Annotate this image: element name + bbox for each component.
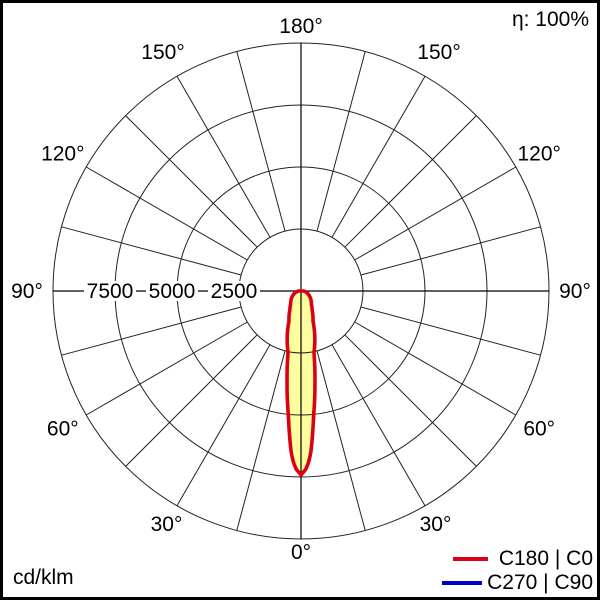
angle-label: 150°: [141, 41, 184, 64]
angle-label: 30°: [151, 513, 183, 536]
legend-item-c180-c0: C180 | C0: [442, 547, 593, 570]
legend-label: C270 | C90: [487, 571, 593, 594]
radial-tick-label: 5000: [149, 280, 196, 303]
radial-tick-label: 2500: [211, 280, 258, 303]
angle-labels: 0° 30° 30° 60° 60° 90° 90° 120° 120° 150° 150° 180°: [11, 15, 591, 564]
legend-label: C180 | C0: [498, 547, 593, 570]
angle-label: 60°: [47, 418, 79, 441]
legend-item-c270-c90: C270 | C90: [442, 571, 593, 594]
angle-label: 30°: [420, 513, 452, 536]
angle-label: 90°: [559, 280, 591, 303]
curve-c180-c0: [285, 289, 317, 477]
angle-label: 150°: [417, 41, 460, 64]
radial-tick-label: 7500: [87, 280, 134, 303]
angle-label: 120°: [517, 143, 560, 166]
angle-label: 60°: [523, 418, 555, 441]
legend-color-line-blue: [442, 581, 483, 585]
radial-tick-labels: 7500 5000 2500: [84, 280, 260, 303]
angle-label: 90°: [11, 280, 43, 303]
angle-label: 120°: [41, 143, 84, 166]
legend-color-line-red: [452, 557, 488, 561]
angle-label: 180°: [279, 15, 322, 38]
efficiency-label: η: 100%: [511, 8, 589, 31]
unit-label: cd/klm: [13, 566, 74, 589]
angular-grid-spokes: [61, 51, 541, 531]
legend: C180 | C0 C270 | C90: [442, 547, 593, 594]
angle-label: 0°: [291, 541, 311, 564]
